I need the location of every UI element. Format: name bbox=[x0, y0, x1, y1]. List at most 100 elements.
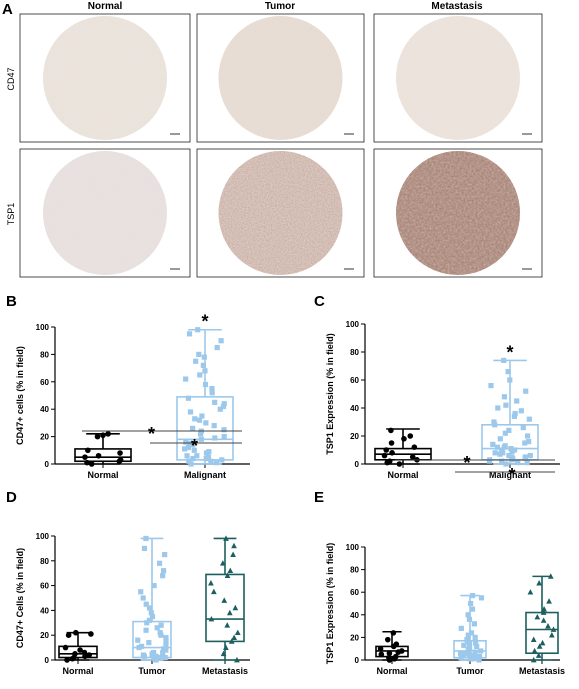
y-tick-label: 0 bbox=[355, 460, 360, 469]
data-point bbox=[514, 398, 520, 404]
data-point bbox=[465, 612, 471, 618]
data-point bbox=[527, 453, 533, 459]
data-point bbox=[386, 650, 393, 657]
data-point bbox=[192, 416, 198, 422]
data-point bbox=[495, 405, 501, 411]
data-point bbox=[526, 439, 532, 445]
data-point bbox=[378, 651, 385, 658]
data-point bbox=[162, 654, 168, 661]
data-point bbox=[524, 433, 531, 439]
data-point bbox=[186, 458, 192, 464]
y-axis-label: TSP1 Expression (% in field) bbox=[325, 543, 335, 665]
data-point bbox=[88, 461, 95, 467]
comparison-star: * bbox=[191, 436, 198, 456]
y-tick-label: 60 bbox=[350, 376, 359, 385]
data-point bbox=[162, 552, 168, 558]
data-point bbox=[390, 630, 397, 636]
y-tick-label: 100 bbox=[346, 543, 360, 552]
data-point bbox=[515, 460, 521, 466]
data-point bbox=[550, 626, 557, 632]
data-point bbox=[191, 447, 197, 453]
data-point bbox=[524, 460, 530, 466]
data-point bbox=[548, 632, 555, 638]
data-point bbox=[530, 656, 537, 663]
data-point bbox=[540, 617, 547, 623]
data-point bbox=[148, 610, 154, 616]
y-tick-label: 20 bbox=[350, 432, 359, 441]
x-tick-label: Normal bbox=[87, 470, 118, 480]
data-point bbox=[472, 634, 478, 640]
data-point bbox=[490, 441, 496, 447]
data-point bbox=[492, 450, 498, 456]
data-point bbox=[84, 459, 90, 466]
data-point bbox=[141, 545, 148, 551]
data-point bbox=[206, 449, 212, 455]
data-point bbox=[393, 641, 400, 647]
data-point bbox=[212, 399, 218, 405]
data-point bbox=[458, 625, 464, 631]
y-tick-label: 80 bbox=[350, 566, 359, 575]
data-point bbox=[384, 636, 391, 643]
column-header-tumor: Tumor bbox=[265, 1, 295, 12]
y-tick-label: 80 bbox=[40, 557, 49, 566]
data-point bbox=[518, 408, 524, 414]
data-point bbox=[193, 358, 199, 364]
data-point bbox=[143, 535, 149, 542]
x-tick-label: Malignant bbox=[184, 470, 226, 480]
data-point bbox=[224, 572, 231, 579]
data-point bbox=[520, 425, 526, 431]
tissue-texture bbox=[396, 16, 520, 140]
data-point bbox=[154, 625, 160, 631]
y-tick-label: 20 bbox=[350, 633, 359, 642]
data-point bbox=[409, 454, 416, 460]
x-tick-label: Metastasis bbox=[202, 666, 248, 676]
data-point bbox=[196, 417, 203, 423]
data-point bbox=[464, 637, 470, 643]
data-point bbox=[117, 450, 123, 456]
data-point bbox=[488, 383, 494, 389]
data-point bbox=[158, 622, 164, 628]
data-point bbox=[65, 632, 72, 638]
data-point bbox=[77, 647, 83, 653]
data-point bbox=[161, 568, 167, 574]
data-point bbox=[100, 432, 106, 439]
data-point bbox=[540, 609, 547, 615]
data-point bbox=[377, 645, 384, 652]
data-point bbox=[135, 637, 141, 643]
data-point bbox=[539, 639, 546, 646]
chart-c: 0 20 40 60 80 100 TSP1 Expression (% in field)… bbox=[325, 320, 560, 480]
data-point bbox=[497, 436, 503, 442]
y-axis-label: CD47+ Cells (% in field) bbox=[15, 548, 25, 648]
data-point bbox=[156, 560, 163, 566]
data-point bbox=[218, 338, 224, 344]
data-point bbox=[81, 649, 88, 656]
tissue-texture bbox=[218, 16, 343, 140]
data-point bbox=[534, 613, 541, 620]
data-point bbox=[468, 600, 474, 607]
data-point bbox=[212, 435, 218, 441]
panel-letter-a: A bbox=[2, 1, 13, 18]
chart-d: 0 20 40 60 80 100 CD47+ Cells (% in field) Norm… bbox=[15, 424, 250, 676]
x-tick-label: Malignant bbox=[489, 470, 531, 480]
data-point bbox=[64, 657, 70, 663]
data-point bbox=[230, 551, 236, 557]
data-point bbox=[184, 453, 190, 459]
data-point bbox=[506, 427, 512, 433]
data-point bbox=[471, 621, 478, 627]
data-point bbox=[503, 461, 509, 467]
data-point bbox=[505, 369, 511, 375]
data-point bbox=[381, 452, 388, 459]
data-point bbox=[151, 583, 157, 589]
data-point bbox=[522, 454, 528, 460]
data-point bbox=[523, 388, 529, 394]
data-point bbox=[401, 436, 407, 442]
data-point bbox=[194, 453, 200, 459]
data-point bbox=[223, 644, 229, 650]
data-point bbox=[499, 458, 505, 464]
data-point bbox=[530, 636, 537, 642]
data-point bbox=[500, 450, 506, 456]
data-point bbox=[185, 395, 192, 401]
micrograph-grid bbox=[19, 13, 543, 278]
data-point bbox=[393, 653, 399, 660]
data-point bbox=[389, 450, 395, 456]
